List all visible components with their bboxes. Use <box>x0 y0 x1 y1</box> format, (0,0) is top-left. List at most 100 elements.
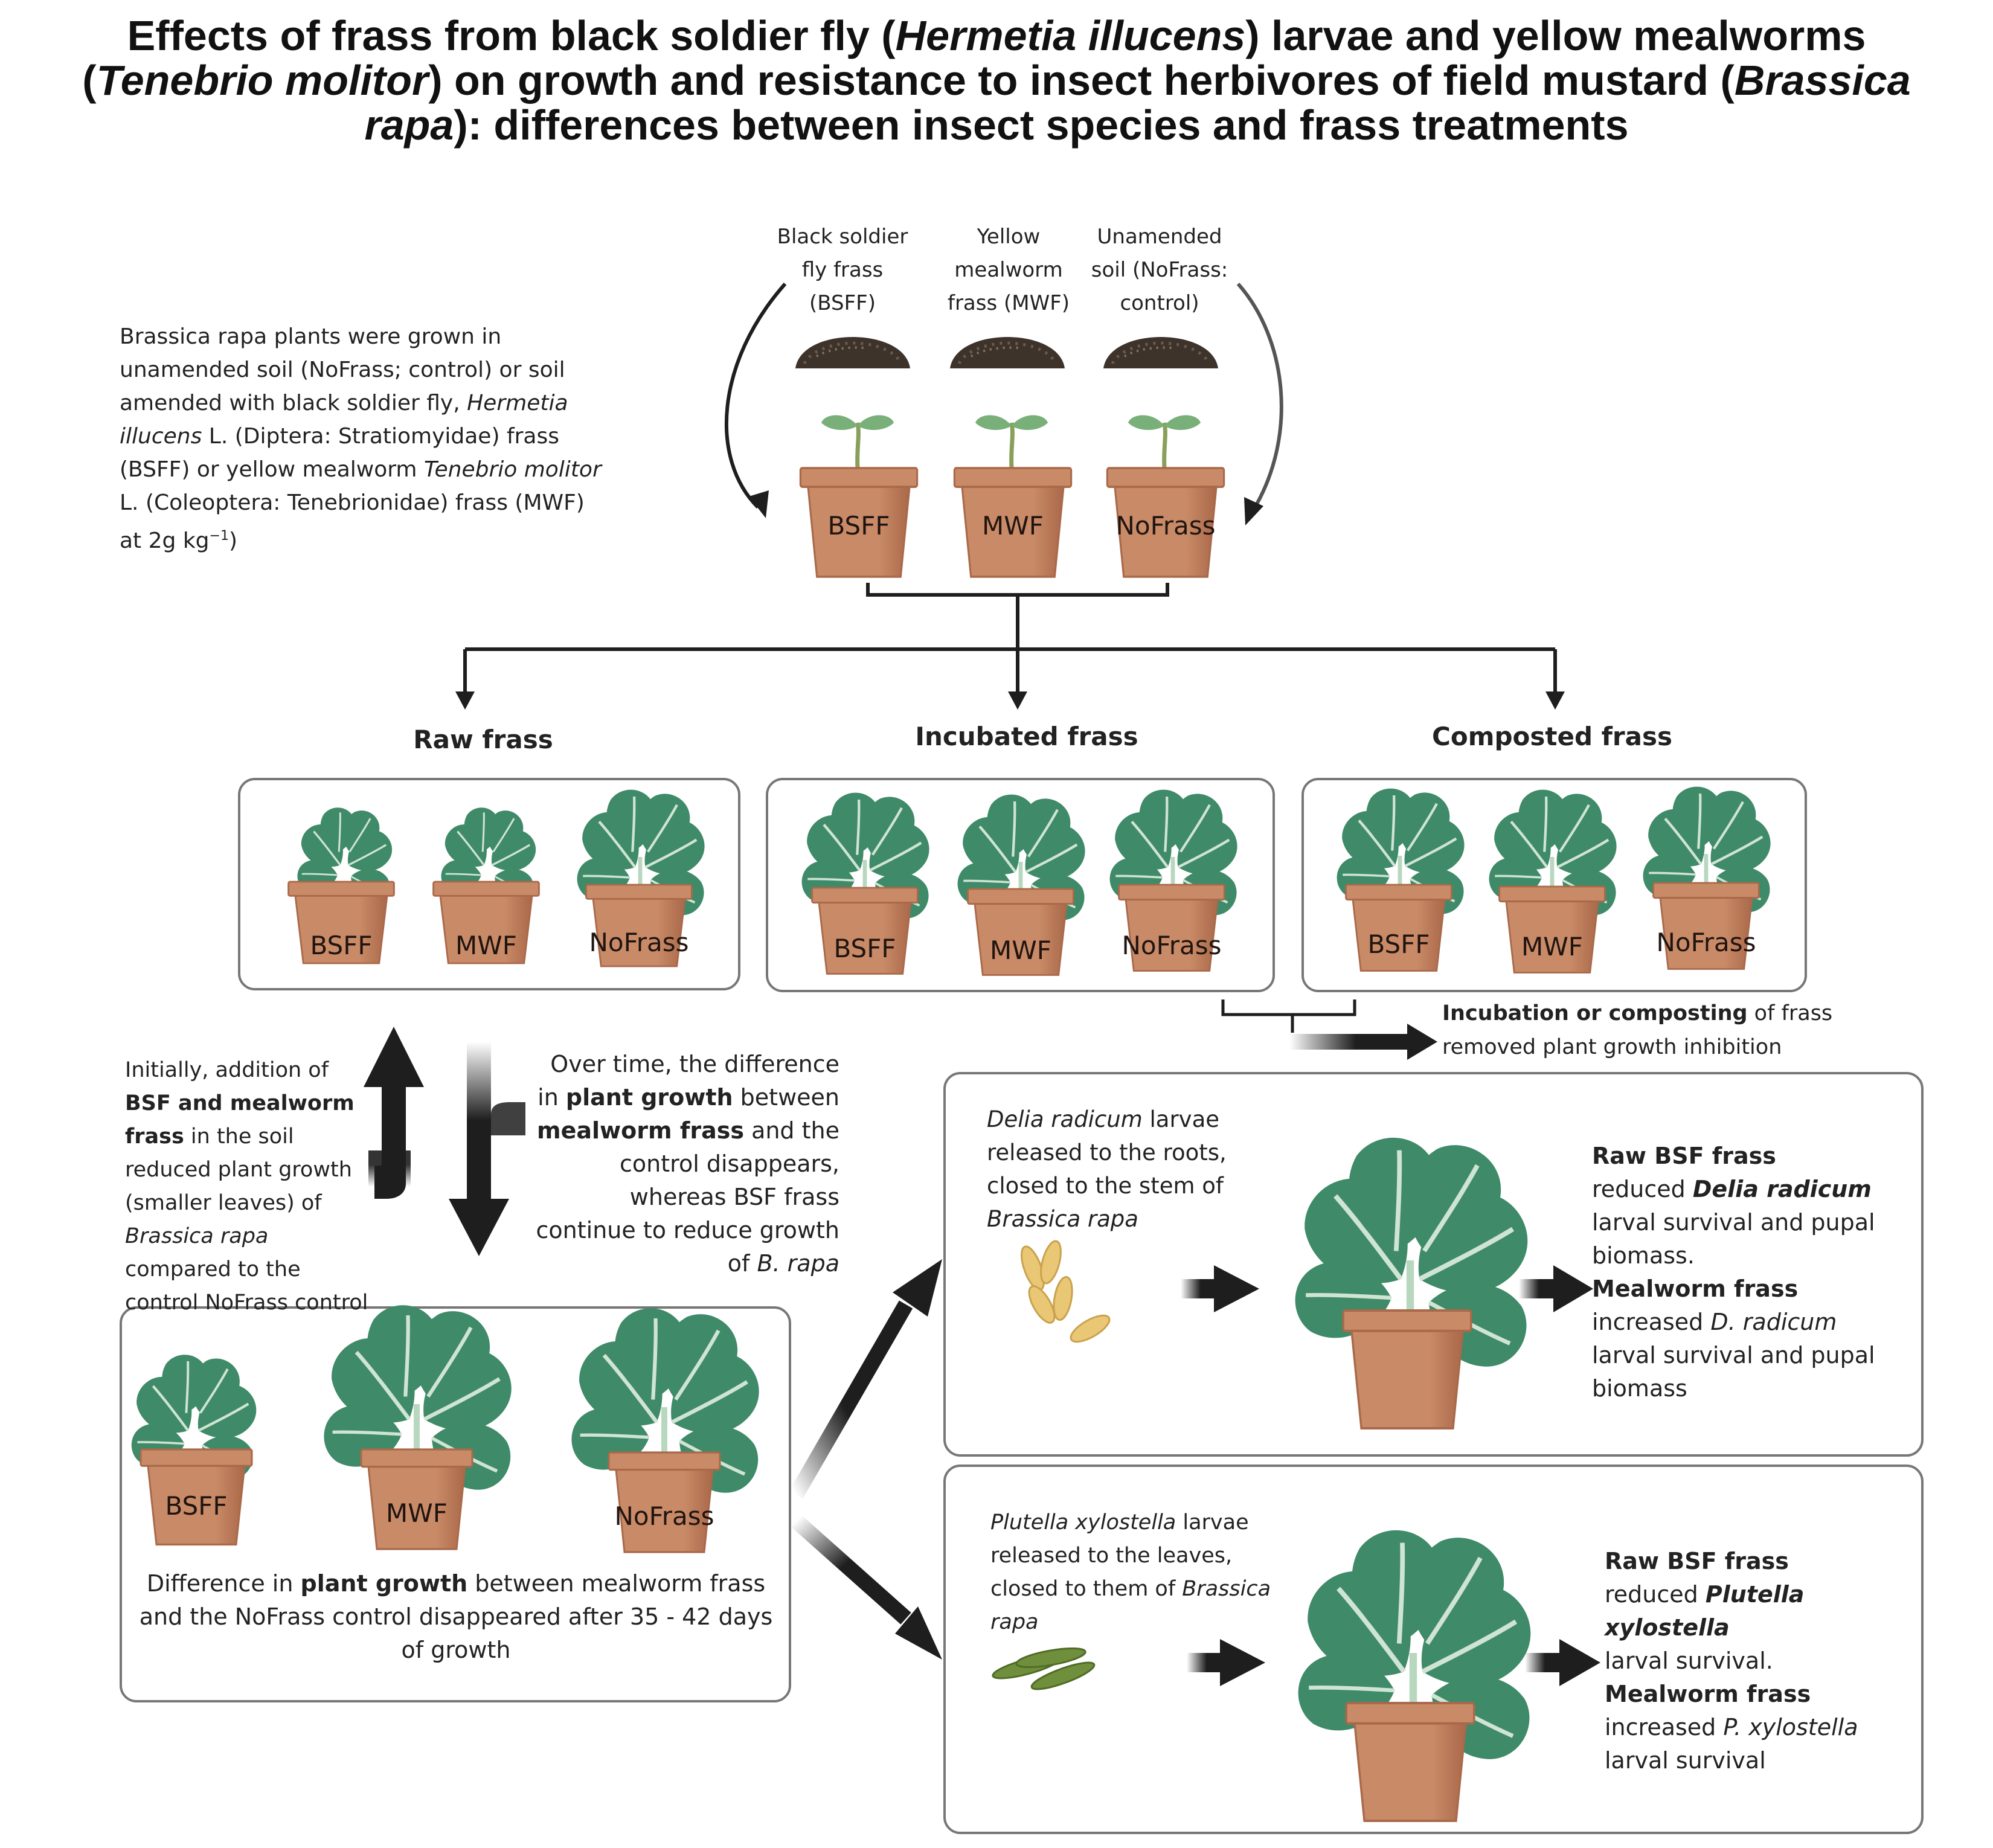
frass-pile-bsff <box>795 337 910 368</box>
initial-note-species: Brassica rapa <box>125 1224 269 1248</box>
diagonal-arrow-up <box>789 1259 942 1499</box>
plutella-result-text-4: larval survival <box>1605 1747 1766 1774</box>
intro-text-1: Brassica rapa plants were grown in uname… <box>120 324 565 415</box>
plutella-result-bold-2: Mealworm frass <box>1605 1681 1811 1707</box>
plutella-result: Raw BSF frass reduced Plutella xylostell… <box>1605 1545 1882 1777</box>
plutella-result-species-2: P. xylostella <box>1723 1714 1858 1741</box>
intro-species-1: Hermetia illucens <box>120 391 568 449</box>
top-pot-label-mwf: MWF <box>982 511 1044 541</box>
title-text-1: Effects of frass from black soldier fly … <box>127 12 896 59</box>
label-bsff-top: Black soldier fly frass (BSFF) <box>777 225 908 315</box>
delia-species: Delia radicum <box>987 1106 1143 1132</box>
overtime-bold-2: mealworm frass <box>537 1117 744 1144</box>
caption-bold: plant growth <box>300 1570 468 1597</box>
caption-text-2: between mealworm frass and the NoFrass c… <box>139 1570 773 1663</box>
delia-result-bold-2: Mealworm frass <box>1592 1275 1799 1302</box>
delia-arrow-2 <box>1519 1265 1593 1312</box>
initial-effect-note: Initially, addition of BSF and mealworm … <box>125 1054 379 1320</box>
plutella-desc-text: larvae released to the leaves, closed to… <box>990 1510 1249 1601</box>
composted-label-mwf: MWF <box>1521 932 1583 961</box>
plutella-result-species-1: Plutella xylostella <box>1605 1581 1805 1641</box>
arrowhead-composted <box>1545 691 1565 710</box>
heading-incubated-frass: Incubated frass <box>915 722 1138 751</box>
late-label-bsff: BSFF <box>165 1491 227 1521</box>
title-species-2: Tenebrio molitor <box>96 57 429 104</box>
overtime-text-1: Over time, the difference in <box>538 1051 839 1111</box>
delia-result-text-2: larval survival and pupal biomass. <box>1592 1209 1875 1269</box>
delia-result-text-3: increased <box>1592 1309 1711 1335</box>
top-pot-label-nofrass: NoFrass <box>1116 511 1216 541</box>
curved-arrow-right <box>1236 283 1283 525</box>
incubated-label-bsff: BSFF <box>833 934 896 963</box>
frass-pile-mwf <box>950 337 1065 368</box>
heading-composted-frass: Composted frass <box>1432 722 1672 751</box>
late-growth-caption: Difference in plant growth between mealw… <box>136 1567 776 1667</box>
intro-text: Brassica rapa plants were grown in uname… <box>120 320 603 557</box>
overtime-species: B. rapa <box>757 1250 839 1277</box>
over-time-note: Over time, the difference in plant growt… <box>531 1048 839 1280</box>
delia-result-species-2: D. radicum <box>1710 1309 1837 1335</box>
plutella-result-text-2: larval survival. <box>1605 1647 1773 1674</box>
caption-text-1: Difference in <box>146 1570 301 1597</box>
raw-label-mwf: MWF <box>455 931 517 960</box>
composted-label-bsff: BSFF <box>1367 929 1430 959</box>
delia-host-species: Brassica rapa <box>987 1206 1138 1232</box>
composted-label-nofrass: NoFrass <box>1657 928 1756 957</box>
intro-text-4: ) <box>228 528 238 553</box>
plutella-host-species: Brassica rapa <box>990 1577 1271 1634</box>
diagonal-arrow-down <box>791 1515 942 1660</box>
top-pot-label-bsff: BSFF <box>827 511 890 541</box>
top-pot-nofrass <box>1106 415 1225 578</box>
incubation-arrow <box>1289 1024 1437 1060</box>
tree-connector <box>463 583 1557 695</box>
title-text-2: ) larvae and yellow mealworms ( <box>82 12 1866 104</box>
heading-raw-frass: Raw frass <box>413 725 553 754</box>
overtime-text-3: and the control disappears, whereas BSF … <box>536 1117 839 1277</box>
label-nofrass-top: Unamended soil (NoFrass: control) <box>1091 225 1228 315</box>
delia-result-species-1: Delia radicum <box>1692 1176 1872 1202</box>
raw-label-nofrass: NoFrass <box>589 928 689 957</box>
title-species-1: Hermetia illucens <box>895 12 1246 59</box>
top-pot-bsff <box>799 415 919 578</box>
delia-result-bold-1: Raw BSF frass <box>1592 1143 1776 1169</box>
plutella-arrow-2 <box>1525 1639 1600 1686</box>
title-text-3: ) on growth and resistance to insect her… <box>428 57 1735 104</box>
frass-pile-nofrass <box>1103 337 1218 368</box>
overtime-text-2: between <box>733 1084 839 1111</box>
raw-label-bsff: BSFF <box>310 931 372 960</box>
initial-note-text-3: compared to the control NoFrass control <box>125 1257 368 1315</box>
title-species-3: Brassica rapa <box>364 57 1911 149</box>
incubation-bracket <box>1221 999 1356 1033</box>
delia-plant <box>1285 1125 1547 1429</box>
plutella-plant <box>1288 1518 1550 1822</box>
title-text-4: ): differences between insect species an… <box>454 101 1629 149</box>
plutella-result-text-3: increased <box>1605 1714 1724 1741</box>
plutella-larvae <box>992 1647 1096 1690</box>
top-pot-mwf <box>953 415 1073 578</box>
intro-text-2: L. (Diptera: Stratiomyidae) frass (BSFF)… <box>120 424 559 482</box>
label-mwf-top: Yellow mealworm frass (MWF) <box>947 225 1070 315</box>
plutella-arrow-1 <box>1187 1639 1265 1686</box>
intro-species-2: Tenebrio molitor <box>423 457 602 482</box>
plutella-result-text-1: reduced <box>1605 1581 1706 1608</box>
delia-arrow-1 <box>1181 1265 1259 1312</box>
late-label-nofrass: NoFrass <box>615 1501 714 1531</box>
delia-description: Delia radicum larvae released to the roo… <box>987 1103 1265 1236</box>
plutella-description: Plutella xylostella larvae released to t… <box>990 1506 1305 1639</box>
initial-note-bold: BSF and mealworm frass <box>125 1091 355 1149</box>
initial-note-text-2: in the soil reduced plant growth (smalle… <box>125 1125 352 1215</box>
up-arrow <box>364 1027 424 1199</box>
down-arrow <box>449 1042 525 1256</box>
arrowhead-raw <box>455 691 475 710</box>
figure-title: Effects of frass from black soldier fly … <box>36 13 1957 147</box>
intro-superscript: −1 <box>209 528 229 544</box>
delia-desc-text: larvae released to the roots, closed to … <box>987 1106 1227 1199</box>
late-label-mwf: MWF <box>386 1498 448 1528</box>
incubation-note-bold: Incubation or composting <box>1442 1001 1748 1025</box>
intro-text-3: L. (Coleoptera: Tenebrionidae) frass (MW… <box>120 490 585 553</box>
delia-result-text-1: reduced <box>1592 1176 1693 1202</box>
delia-larvae <box>1021 1240 1111 1343</box>
plutella-result-bold-1: Raw BSF frass <box>1605 1548 1789 1574</box>
incubation-note: Incubation or composting of frass remove… <box>1442 996 1865 1064</box>
